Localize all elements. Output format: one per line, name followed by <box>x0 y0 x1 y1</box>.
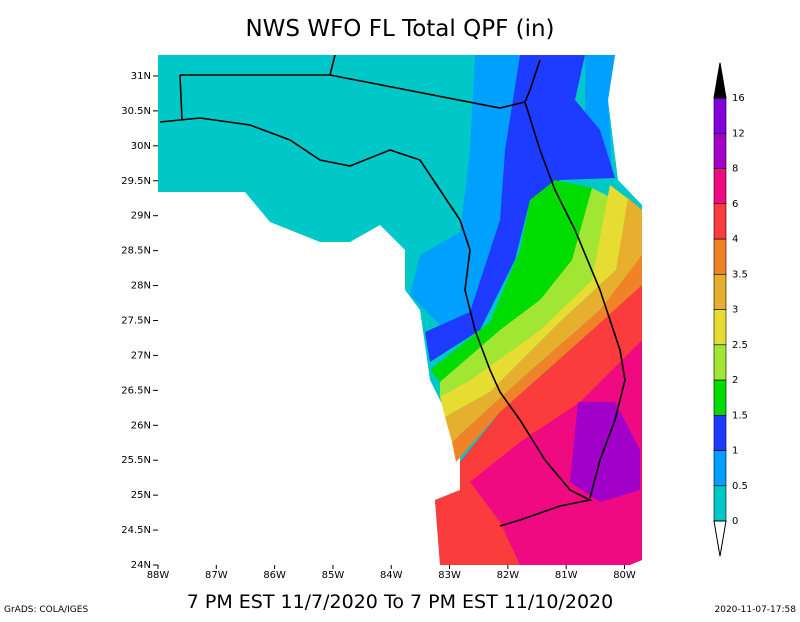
colorbar-label: 2 <box>732 375 738 386</box>
lat-tick-label: 30.5N <box>121 106 151 117</box>
colorbar-label: 0.5 <box>732 481 748 492</box>
lat-tick-label: 25.5N <box>121 455 151 466</box>
colorbar-label: 6 <box>732 199 738 210</box>
lat-tick-label: 24N <box>131 560 151 571</box>
colorbar-label: 1 <box>732 446 738 457</box>
colorbar-label: 3.5 <box>732 269 748 280</box>
colorbar-segment <box>713 485 727 522</box>
lat-tick-label: 27N <box>131 350 151 361</box>
lon-tick-label: 86W <box>263 570 286 581</box>
colorbar-label: 1.5 <box>732 410 748 421</box>
colorbar-label: 2.5 <box>732 340 748 351</box>
lat-tick-label: 30N <box>131 141 151 152</box>
axes: 31N 30.5N 30N 29.5N 29N 28.5N 28N 27.5N 27N 26.5N… <box>121 71 636 581</box>
colorbar-segment <box>713 203 727 240</box>
colorbar-label: 0 <box>732 516 738 527</box>
lat-tick-label: 26N <box>131 420 151 431</box>
lat-tick-label: 29N <box>131 211 151 222</box>
lon-tick-label: 85W <box>322 570 345 581</box>
lat-tick-label: 24.5N <box>121 525 151 536</box>
lat-tick-label: 27.5N <box>121 315 151 326</box>
colorbar-label: 4 <box>732 234 738 245</box>
lat-tick-label: 25N <box>131 490 151 501</box>
lon-tick-label: 80W <box>613 570 636 581</box>
lon-tick-label: 84W <box>380 570 403 581</box>
colorbar-segment <box>713 344 727 381</box>
colorbar-segment <box>713 414 727 451</box>
qpf-field <box>158 55 642 565</box>
colorbar-segment <box>713 238 727 275</box>
colorbar-label: 12 <box>732 128 745 139</box>
lat-tick-label: 26.5N <box>121 385 151 396</box>
colorbar-segment <box>713 309 727 346</box>
colorbar-segment <box>713 132 727 169</box>
colorbar-segment <box>713 168 727 205</box>
lon-tick-label: 81W <box>555 570 578 581</box>
lat-tick-label: 28N <box>131 281 151 292</box>
lat-tick-label: 29.5N <box>121 176 151 187</box>
colorbar-label: 8 <box>732 164 738 175</box>
lat-tick-label: 31N <box>131 71 151 82</box>
colorbar-label: 16 <box>732 93 745 104</box>
colorbar: 0 0.5 1 1.5 2 2.5 3 3.5 4 6 8 12 16 <box>713 62 748 557</box>
lon-tick-label: 88W <box>147 570 170 581</box>
lat-tick-label: 28.5N <box>121 246 151 257</box>
colorbar-under <box>713 520 727 557</box>
coastline <box>159 54 626 527</box>
lon-tick-label: 82W <box>497 570 520 581</box>
footer-right: 2020-11-07-17:58 <box>715 605 797 615</box>
colorbar-label: 3 <box>732 305 738 316</box>
lon-tick-label: 87W <box>205 570 228 581</box>
title: NWS WFO FL Total QPF (in) <box>245 16 554 42</box>
colorbar-segment <box>713 379 727 416</box>
colorbar-segment <box>713 273 727 310</box>
lon-tick-label: 83W <box>438 570 461 581</box>
footer-left: GrADS: COLA/IGES <box>4 605 88 615</box>
colorbar-segment <box>713 450 727 487</box>
colorbar-over <box>713 62 727 99</box>
subtitle: 7 PM EST 11/7/2020 To 7 PM EST 11/10/202… <box>187 591 613 613</box>
colorbar-segment <box>713 97 727 134</box>
